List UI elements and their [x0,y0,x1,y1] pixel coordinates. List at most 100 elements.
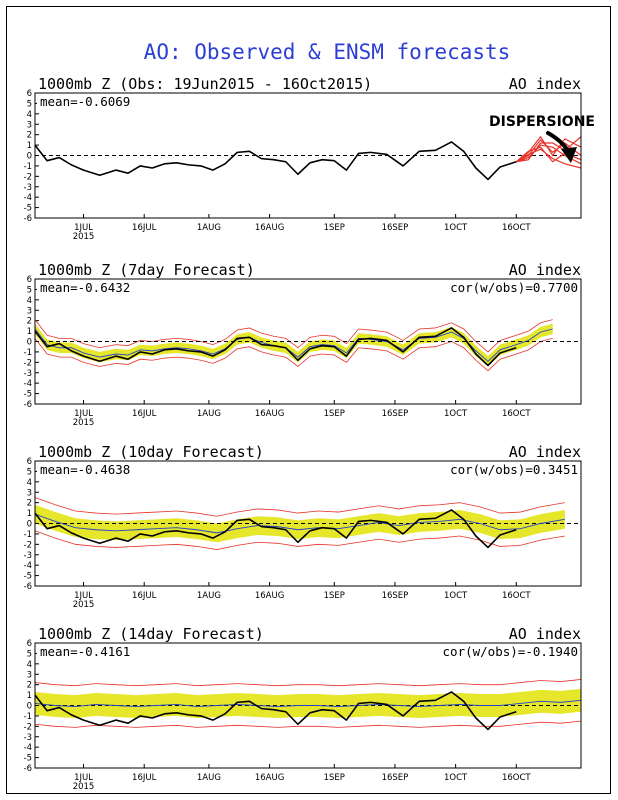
plot-frame [34,642,582,769]
x-tick-label: 16SEP [382,591,409,601]
y-tick-label: -3 [24,369,32,379]
x-year-label: 2015 [73,600,95,610]
panel-1: 1000mb Z (Obs: 19Jun2015 - 16Oct2015) AO … [24,75,595,242]
y-tick-label: -4 [24,743,32,753]
x-tick-label: 16JUL [132,223,157,233]
y-tick-label: 5 [27,285,32,295]
x-tick-label: 1JUL [74,773,93,783]
y-tick-label: -6 [24,400,32,410]
y-tick-label: 3 [27,120,32,130]
y-tick-label: 5 [27,99,32,109]
y-tick-label: -5 [24,390,32,400]
y-tick-label: -1 [24,348,32,358]
panel-3: 1000mb Z (10day Forecast) AO index 6543210… [24,443,582,610]
plot-frame [34,278,582,405]
y-tick-label: 4 [27,660,32,670]
mean-label: mean=-0.4161 [40,644,130,659]
corr-label-bg [413,281,579,295]
corr-label-bg [413,645,579,659]
x-tick-label: 16JUL [132,591,157,601]
panel-title: 1000mb Z (14day Forecast) [38,625,264,643]
figure-title: AO: Observed & ENSM forecasts [144,40,511,64]
corr-label: cor(w/obs)=0.3451 [450,462,578,477]
x-tick-label: 16AUG [255,409,284,419]
y-tick-label: -2 [24,722,32,732]
y-tick-label: 5 [27,649,32,659]
index-label: AO index [509,443,581,461]
x-tick-label: 16AUG [255,591,284,601]
y-tick-label: 2 [27,681,32,691]
x-tick-label: 1JUL [74,409,93,419]
mean-label: mean=-0.6432 [40,280,130,295]
x-tick-label: 1SEP [324,591,345,601]
ensemble-lower-envelope [34,337,553,372]
y-tick-label: 3 [27,488,32,498]
x-tick-label: 1OCT [444,773,468,783]
y-tick-label: 4 [27,478,32,488]
y-tick-label: 2 [27,499,32,509]
x-year-label: 2015 [73,782,95,792]
y-tick-label: -6 [24,582,32,592]
y-tick-label: 0 [27,702,32,712]
y-tick-label: -1 [24,162,32,172]
x-tick-label: 16JUL [132,773,157,783]
y-tick-label: -4 [24,193,32,203]
x-tick-label: 16SEP [382,409,409,419]
x-tick-label: 16JUL [132,409,157,419]
observed-line [34,509,517,549]
x-tick-label: 1JUL [74,591,93,601]
y-tick-label: -6 [24,214,32,224]
ensemble-mean-line [34,699,582,707]
y-tick-label: 5 [27,467,32,477]
plot-frame [34,460,582,587]
y-tick-label: 6 [27,457,32,467]
x-tick-label: 1OCT [444,409,468,419]
y-tick-label: 1 [27,691,32,701]
y-tick-label: 2 [27,131,32,141]
x-year-label: 2015 [73,418,95,428]
x-tick-label: 1SEP [324,773,345,783]
panel-title: 1000mb Z (10day Forecast) [38,443,264,461]
index-label: AO index [509,625,581,643]
ensemble-lower-envelope [34,720,582,728]
y-tick-label: 3 [27,670,32,680]
panels: 1000mb Z (Obs: 19Jun2015 - 16Oct2015) AO … [24,75,595,792]
x-tick-label: 1AUG [197,223,221,233]
x-tick-label: 16SEP [382,223,409,233]
annotation-arrow-head [561,147,577,163]
y-tick-label: 0 [27,520,32,530]
y-tick-label: -4 [24,379,32,389]
x-tick-label: 16SEP [382,773,409,783]
y-tick-label: -5 [24,754,32,764]
y-tick-label: 6 [27,275,32,285]
y-tick-label: -6 [24,764,32,774]
observed-line [34,141,517,181]
y-tick-label: 0 [27,338,32,348]
panel-title: 1000mb Z (Obs: 19Jun2015 - 16Oct2015) [38,75,372,93]
mean-label-bg [37,463,137,477]
index-label: AO index [509,261,581,279]
ensemble-lower-envelope [34,530,565,550]
panel-4: 1000mb Z (14day Forecast) AO index 6543210… [24,625,582,792]
mean-label: mean=-0.6069 [40,94,130,109]
x-tick-label: 16AUG [255,223,284,233]
observed-line [34,327,517,367]
y-tick-label: 3 [27,306,32,316]
x-tick-label: 16OCT [502,591,531,601]
mean-label-bg [37,281,137,295]
x-tick-label: 1AUG [197,409,221,419]
dispersione-annotation: DISPERSIONE [489,114,595,130]
ensemble-spread-band [35,323,553,367]
outer-frame [6,6,611,794]
ensemble-upper-envelope [34,679,582,687]
x-year-label: 2015 [73,232,95,242]
y-tick-label: -2 [24,172,32,182]
y-tick-label: -5 [24,572,32,582]
x-tick-label: 1JUL [74,223,93,233]
index-label: AO index [509,75,581,93]
y-tick-label: -4 [24,561,32,571]
ensemble-mean-line [34,513,565,534]
x-tick-label: 1SEP [324,409,345,419]
corr-label: cor(w/obs)=0.7700 [450,280,578,295]
